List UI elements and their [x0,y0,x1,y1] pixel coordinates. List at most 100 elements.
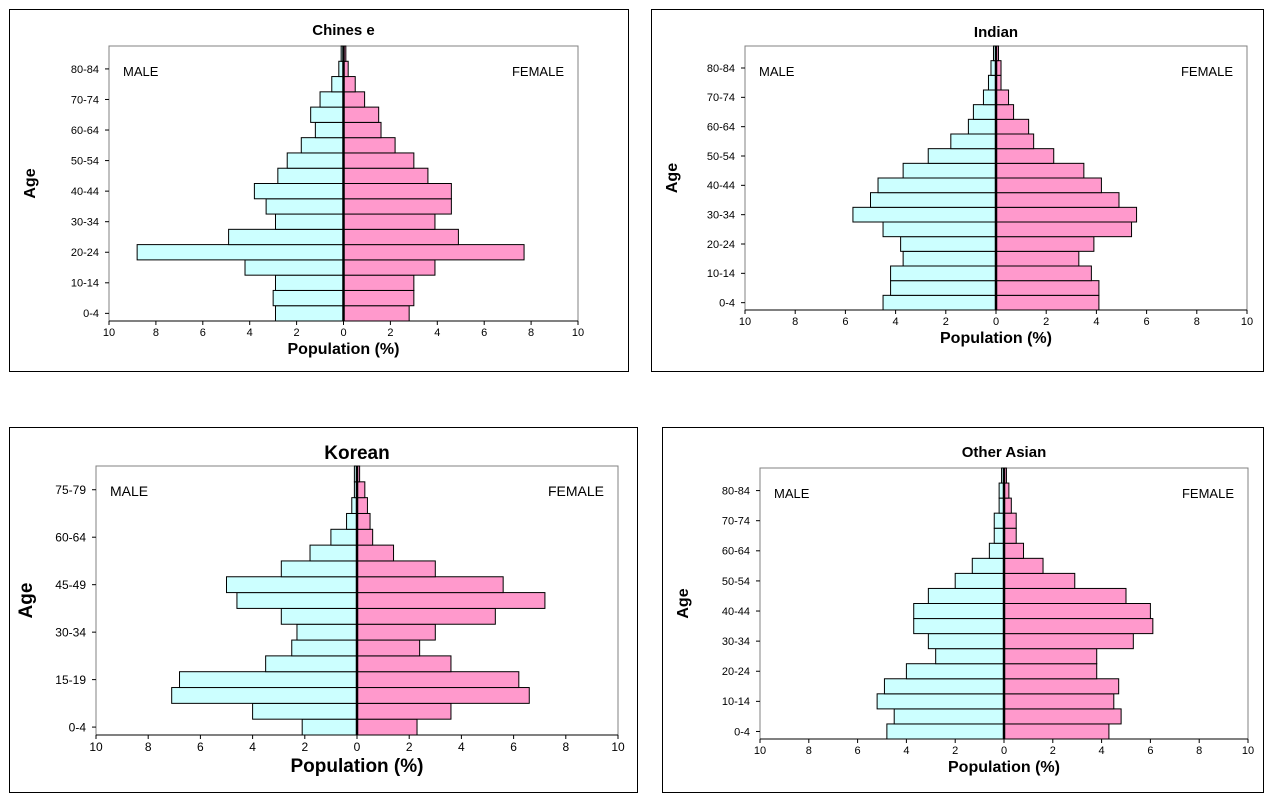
chinese-female-bar-65-69 [343,106,380,123]
korean-male-bar-35-39 [280,607,358,625]
chinese-male-heading: MALE [123,64,159,79]
korean-x-tick-label: 10 [611,740,625,754]
other-asian-pyramid-panel: 10 8 6 4 2 0 2 4 6 8 10 0-4 10-14 20-24 30-34 40-44 50-5… [662,427,1264,793]
chinese-x-axis-title: Population (%) [288,341,400,358]
indian-male-bar-10-14 [890,265,997,282]
korean-male-bar-50-54 [280,560,358,578]
chinese-male-bar-10-14 [274,274,344,291]
korean-x-tick-label: 4 [458,740,465,754]
other-asian-pyramid-chart: 10 8 6 4 2 0 2 4 6 8 10 0-4 10-14 20-24 30-34 40-44 50-5… [675,444,1254,776]
korean-male-bar-25-29 [291,639,358,657]
chinese-male-bar-40-44 [253,183,344,200]
chinese-age-label-0-4: 0-4 [83,308,99,320]
chinese-age-label-10-14: 10-14 [71,278,99,290]
indian-female-bar-40-44 [995,177,1102,194]
other-asian-female-bar-20-24 [1003,663,1098,680]
indian-female-bar-55-59 [995,133,1035,150]
indian-x-tick-label: 2 [943,316,949,328]
indian-female-bar-60-64 [995,118,1030,135]
chinese-x-tick-label: 8 [528,327,534,339]
other-asian-male-bar-55-59 [971,557,1005,574]
indian-age-label-80-84: 80-84 [707,63,735,75]
other-asian-x-tick-label: 0 [1001,745,1007,757]
korean-x-tick-label: 10 [89,740,103,754]
other-asian-female-bar-50-54 [1003,572,1076,589]
korean-x-tick-label: 6 [510,740,517,754]
indian-male-bar-35-39 [870,192,997,208]
chinese-x-tick-label: 6 [200,327,206,339]
other-asian-male-bar-70-74 [993,512,1005,529]
korean-male-bar-55-59 [309,544,358,562]
indian-x-tick-label: 2 [1043,316,1049,328]
indian-male-bar-40-44 [877,177,997,194]
chinese-female-bar-40-44 [343,183,452,200]
other-asian-x-tick-label: 2 [1050,745,1056,757]
chinese-male-bar-75-79 [331,76,344,93]
indian-x-tick-label: 10 [1241,316,1253,328]
chinese-male-bar-5-9 [272,289,344,307]
chinese-x-tick-label: 4 [247,327,253,339]
chinese-x-tick-label: 6 [481,327,487,339]
other-asian-female-bar-30-34 [1003,633,1134,650]
chinese-female-bar-20-24 [343,244,525,261]
chinese-male-bar-0-4 [274,305,344,322]
other-asian-female-bar-55-59 [1003,557,1044,574]
chinese-female-bar-30-34 [343,213,436,230]
indian-female-bar-50-54 [995,148,1055,164]
korean-male-bar-60-64 [330,528,358,546]
indian-x-tick-label: 6 [842,316,848,328]
korean-x-tick-label: 6 [197,740,204,754]
korean-x-tick-label: 4 [249,740,256,754]
indian-male-bar-60-64 [967,118,997,135]
other-asian-male-bar-15-19 [883,678,1005,695]
korean-male-heading: MALE [110,483,148,499]
korean-x-tick-label: 0 [354,740,361,754]
other-asian-female-bar-10-14 [1003,693,1115,710]
indian-female-bar-5-9 [995,280,1100,296]
chinese-female-bar-50-54 [343,152,415,169]
indian-age-label-40-44: 40-44 [707,180,735,192]
indian-age-label-30-34: 30-34 [707,210,735,222]
other-asian-male-bar-20-24 [905,663,1005,680]
indian-male-bar-30-34 [852,206,997,223]
korean-x-tick-label: 2 [301,740,308,754]
chinese-female-bar-25-29 [343,228,459,246]
korean-x-tick-label: 8 [562,740,569,754]
other-asian-male-bar-0-4 [886,723,1005,740]
korean-male-bar-45-49 [226,576,358,594]
korean-male-bar-20-24 [265,655,358,673]
other-asian-male-bar-65-69 [993,527,1005,544]
chinese-male-bar-60-64 [314,121,344,139]
indian-male-bar-5-9 [890,280,997,296]
indian-male-bar-70-74 [982,89,997,106]
other-asian-x-tick-label: 10 [1242,745,1254,757]
chinese-female-bar-10-14 [343,274,415,291]
chinese-x-tick-label: 2 [294,327,300,339]
other-asian-male-bar-60-64 [988,542,1005,559]
other-asian-male-bar-35-39 [913,618,1005,635]
korean-female-bar-35-39 [356,607,496,625]
korean-female-bar-50-54 [356,560,436,578]
chinese-age-label-50-54: 50-54 [71,155,99,167]
chinese-female-bar-45-49 [343,167,429,185]
other-asian-x-tick-label: 8 [806,745,812,757]
other-asian-female-bar-70-74 [1003,512,1017,529]
other-asian-x-tick-label: 8 [1196,745,1202,757]
chinese-age-label-40-44: 40-44 [71,186,99,198]
korean-male-bar-30-34 [296,623,358,641]
chinese-female-bar-70-74 [343,91,366,108]
indian-female-bar-10-14 [995,265,1092,282]
chinese-female-bar-55-59 [343,137,396,154]
indian-female-bar-15-19 [995,250,1080,267]
indian-x-tick-label: 6 [1144,316,1150,328]
korean-x-axis-title: Population (%) [291,756,424,777]
other-asian-x-tick-label: 4 [903,745,909,757]
other-asian-female-bar-35-39 [1003,618,1154,635]
korean-x-tick-label: 2 [406,740,413,754]
other-asian-age-label-60-64: 60-64 [722,546,750,558]
korean-male-bar-40-44 [236,592,358,609]
indian-x-tick-label: 0 [993,316,999,328]
other-asian-y-axis-title: Age [675,588,692,618]
other-asian-male-heading: MALE [774,486,810,501]
indian-age-label-0-4: 0-4 [719,298,735,310]
